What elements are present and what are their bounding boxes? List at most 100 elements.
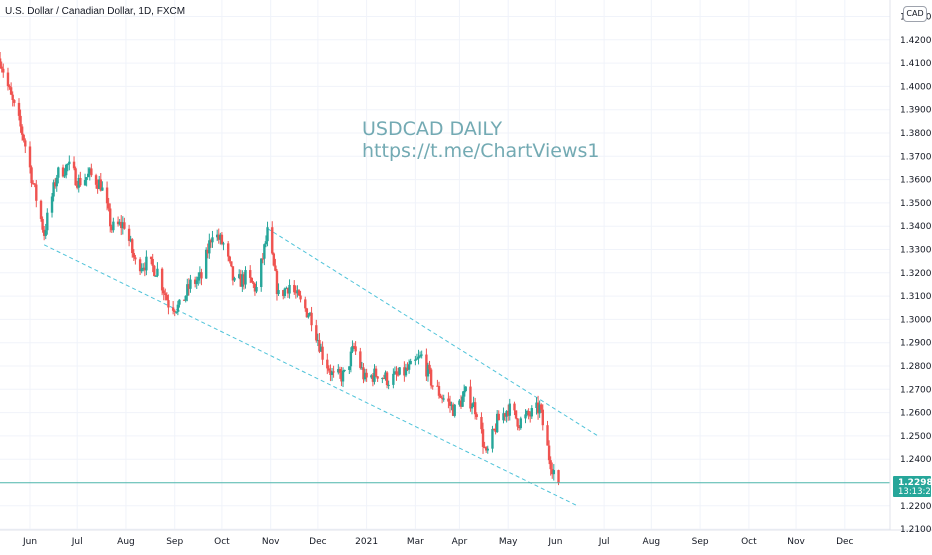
candle[interactable] <box>551 462 554 479</box>
candle[interactable] <box>131 238 134 258</box>
candle[interactable] <box>491 425 494 453</box>
candle[interactable] <box>470 403 474 415</box>
candle[interactable] <box>107 197 110 212</box>
candle[interactable] <box>513 401 516 416</box>
candle[interactable] <box>238 269 241 280</box>
candle[interactable] <box>392 368 395 389</box>
candle[interactable] <box>285 286 288 290</box>
candle[interactable] <box>219 232 222 245</box>
candle[interactable] <box>13 99 16 107</box>
candle[interactable] <box>61 164 65 178</box>
candle[interactable] <box>398 366 401 376</box>
candle[interactable] <box>277 283 280 296</box>
candle[interactable] <box>44 223 47 240</box>
candle[interactable] <box>151 253 154 273</box>
candle[interactable] <box>85 177 88 187</box>
candle[interactable] <box>351 340 354 354</box>
candle[interactable] <box>53 178 57 189</box>
candle[interactable] <box>94 173 98 189</box>
candle[interactable] <box>226 241 230 262</box>
candle[interactable] <box>547 440 551 465</box>
candle[interactable] <box>426 362 430 382</box>
candle[interactable] <box>288 279 291 299</box>
candle[interactable] <box>77 174 80 193</box>
candle[interactable] <box>11 91 14 107</box>
candle[interactable] <box>305 307 309 318</box>
candle[interactable] <box>536 395 540 420</box>
candle[interactable] <box>206 243 209 259</box>
candle[interactable] <box>508 398 511 421</box>
candle[interactable] <box>395 366 398 381</box>
candle[interactable] <box>469 379 472 412</box>
candle[interactable] <box>514 410 518 420</box>
candle[interactable] <box>525 409 529 417</box>
candle[interactable] <box>338 366 342 379</box>
candle[interactable] <box>266 221 269 247</box>
candle[interactable] <box>535 397 538 415</box>
candle[interactable] <box>2 63 5 78</box>
candle[interactable] <box>458 399 461 407</box>
candle[interactable] <box>193 276 197 288</box>
candle[interactable] <box>255 281 258 294</box>
candle[interactable] <box>253 282 257 296</box>
candle[interactable] <box>307 313 310 319</box>
candle[interactable] <box>340 366 343 387</box>
candle[interactable] <box>371 372 375 387</box>
candle[interactable] <box>22 133 25 143</box>
candle[interactable] <box>374 365 378 378</box>
candle[interactable] <box>182 299 186 301</box>
candle[interactable] <box>348 366 351 374</box>
candle[interactable] <box>145 250 148 276</box>
candle[interactable] <box>35 179 38 208</box>
candle[interactable] <box>376 375 379 382</box>
y-axis[interactable]: 1.430001.420001.410001.400001.390001.380… <box>900 13 932 536</box>
candle[interactable] <box>484 446 488 453</box>
candle[interactable] <box>68 155 71 171</box>
candle[interactable] <box>129 235 132 243</box>
candle[interactable] <box>497 410 500 421</box>
candle[interactable] <box>431 385 434 390</box>
candle[interactable] <box>264 235 268 248</box>
candle[interactable] <box>263 243 266 266</box>
candle[interactable] <box>57 166 60 184</box>
candle[interactable] <box>178 299 181 308</box>
candle[interactable] <box>310 306 313 332</box>
candle[interactable] <box>549 456 552 476</box>
candle[interactable] <box>518 425 521 431</box>
candle[interactable] <box>55 174 58 192</box>
candle[interactable] <box>242 272 246 290</box>
candle[interactable] <box>308 311 312 316</box>
candle[interactable] <box>418 351 422 359</box>
candle[interactable] <box>409 358 412 365</box>
candle[interactable] <box>120 215 123 236</box>
candle[interactable] <box>453 403 456 418</box>
candle[interactable] <box>527 408 530 420</box>
candle[interactable] <box>198 266 202 284</box>
candle[interactable] <box>437 381 441 399</box>
candle[interactable] <box>362 363 365 384</box>
candle[interactable] <box>404 363 408 378</box>
candle[interactable] <box>494 423 497 435</box>
candle[interactable] <box>17 98 21 121</box>
candle[interactable] <box>393 366 397 375</box>
candle[interactable] <box>165 292 169 301</box>
candle[interactable] <box>187 278 191 296</box>
candle[interactable] <box>110 224 113 234</box>
candle[interactable] <box>546 420 549 446</box>
candle[interactable] <box>472 396 475 407</box>
candle[interactable] <box>127 224 131 247</box>
candle[interactable] <box>96 179 99 194</box>
candle[interactable] <box>440 394 444 404</box>
candle[interactable] <box>370 374 373 379</box>
candle[interactable] <box>28 141 32 174</box>
candle[interactable] <box>209 238 213 248</box>
candle[interactable] <box>428 360 431 374</box>
candle[interactable] <box>293 280 296 295</box>
candle[interactable] <box>0 52 2 69</box>
candle[interactable] <box>294 285 298 299</box>
candle[interactable] <box>116 216 120 227</box>
candle[interactable] <box>352 342 356 350</box>
candle[interactable] <box>215 229 219 242</box>
candle[interactable] <box>373 364 376 385</box>
